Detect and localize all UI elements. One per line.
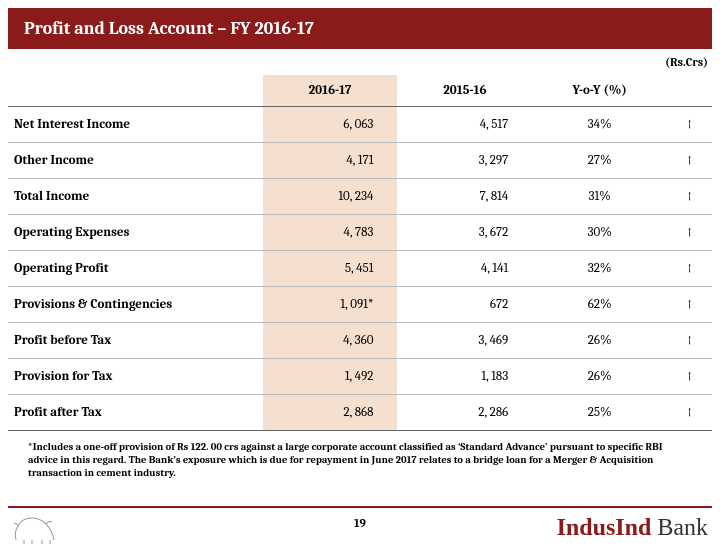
row-label: Provision for Tax [8, 359, 263, 395]
cell-2015-16: 3, 672 [397, 215, 532, 251]
table-row: Provisions & Contingencies1, 091*67262%↑ [8, 287, 712, 323]
brand-part1: IndusInd [557, 515, 652, 541]
cell-yoy: 26% [532, 359, 667, 395]
col-header-2016-17: 2016-17 [263, 75, 398, 107]
cell-yoy: 62% [532, 287, 667, 323]
row-label: Operating Profit [8, 251, 263, 287]
cell-yoy: 26% [532, 323, 667, 359]
arrow-up-icon: ↑ [667, 359, 712, 395]
footer-divider [8, 506, 712, 508]
cell-2015-16: 3, 469 [397, 323, 532, 359]
col-header-yoy: Y-o-Y (%) [532, 75, 667, 107]
cell-2015-16: 3, 297 [397, 143, 532, 179]
table-row: Total Income10, 2347, 81431%↑ [8, 179, 712, 215]
table-row: Operating Expenses4, 7833, 67230%↑ [8, 215, 712, 251]
cell-yoy: 34% [532, 107, 667, 143]
cell-2016-17: 1, 492 [263, 359, 398, 395]
table-row: Operating Profit5, 4514, 14132%↑ [8, 251, 712, 287]
cell-2015-16: 7, 814 [397, 179, 532, 215]
table-row: Profit after Tax2, 8682, 28625%↑ [8, 395, 712, 431]
cell-2016-17: 5, 451 [263, 251, 398, 287]
table-row: Provision for Tax1, 4921, 18326%↑ [8, 359, 712, 395]
arrow-up-icon: ↑ [667, 179, 712, 215]
arrow-up-icon: ↑ [667, 215, 712, 251]
cell-yoy: 30% [532, 215, 667, 251]
cell-2015-16: 672 [397, 287, 532, 323]
row-label: Net Interest Income [8, 107, 263, 143]
cell-2015-16: 4, 517 [397, 107, 532, 143]
arrow-up-icon: ↑ [667, 251, 712, 287]
col-header-2015-16: 2015-16 [397, 75, 532, 107]
cell-yoy: 31% [532, 179, 667, 215]
cell-2016-17: 4, 783 [263, 215, 398, 251]
arrow-up-icon: ↑ [667, 143, 712, 179]
cell-2015-16: 2, 286 [397, 395, 532, 431]
cell-2016-17: 6, 063 [263, 107, 398, 143]
brand-logo: IndusInd Bank [557, 515, 708, 542]
pl-table: 2016-17 2015-16 Y-o-Y (%) Net Interest I… [8, 75, 712, 431]
row-label: Provisions & Contingencies [8, 287, 263, 323]
page-title: Profit and Loss Account – FY 2016-17 [8, 8, 712, 49]
footnote: *Includes a one-off provision of Rs 122.… [0, 431, 720, 484]
table-row: Net Interest Income6, 0634, 51734%↑ [8, 107, 712, 143]
cell-2016-17: 4, 360 [263, 323, 398, 359]
cell-2016-17: 1, 091* [263, 287, 398, 323]
row-label: Profit after Tax [8, 395, 263, 431]
row-label: Profit before Tax [8, 323, 263, 359]
brand-part2: Bank [651, 515, 708, 541]
bull-logo-icon [12, 510, 58, 546]
row-label: Total Income [8, 179, 263, 215]
cell-2016-17: 4, 171 [263, 143, 398, 179]
page-number: 19 [354, 516, 366, 530]
unit-label: (Rs.Crs) [0, 53, 720, 75]
cell-2015-16: 4, 141 [397, 251, 532, 287]
cell-yoy: 32% [532, 251, 667, 287]
table-row: Profit before Tax4, 3603, 46926%↑ [8, 323, 712, 359]
cell-2016-17: 2, 868 [263, 395, 398, 431]
arrow-up-icon: ↑ [667, 287, 712, 323]
table-header-row: 2016-17 2015-16 Y-o-Y (%) [8, 75, 712, 107]
cell-2016-17: 10, 234 [263, 179, 398, 215]
col-header-arrow [667, 75, 712, 107]
cell-2015-16: 1, 183 [397, 359, 532, 395]
table-row: Other Income4, 1713, 29727%↑ [8, 143, 712, 179]
arrow-up-icon: ↑ [667, 323, 712, 359]
arrow-up-icon: ↑ [667, 107, 712, 143]
row-label: Other Income [8, 143, 263, 179]
row-label: Operating Expenses [8, 215, 263, 251]
arrow-up-icon: ↑ [667, 395, 712, 431]
footer: 19 IndusInd Bank [0, 498, 720, 548]
col-header-rowlabel [8, 75, 263, 107]
cell-yoy: 25% [532, 395, 667, 431]
cell-yoy: 27% [532, 143, 667, 179]
